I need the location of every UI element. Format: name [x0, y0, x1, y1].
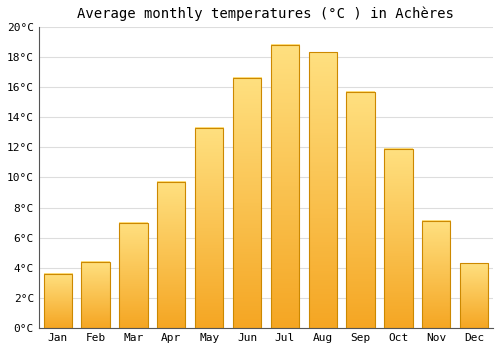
Bar [422, 221, 450, 328]
Bar [270, 45, 299, 328]
Bar [384, 149, 412, 328]
Bar [346, 92, 375, 328]
Bar [82, 262, 110, 328]
Bar [119, 223, 148, 328]
Bar [308, 52, 337, 328]
Bar [460, 264, 488, 328]
Bar [233, 78, 261, 328]
Bar [44, 274, 72, 328]
Bar [157, 182, 186, 328]
Bar [195, 128, 224, 328]
Title: Average monthly temperatures (°C ) in Achères: Average monthly temperatures (°C ) in Ac… [78, 7, 454, 21]
